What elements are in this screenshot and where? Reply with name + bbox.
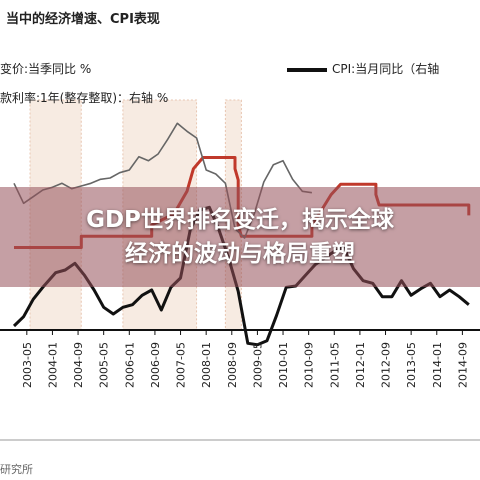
x-tick-label-2: 2004-09 xyxy=(72,342,85,388)
headline-line-1: GDP世界排名变迁，揭示全球 xyxy=(86,207,394,233)
legend-deposit-rate: 款利率:1年(整存整取)：右轴 % xyxy=(0,91,169,105)
x-tick-label-5: 2006-09 xyxy=(149,342,162,388)
x-tick-label-17: 2014-09 xyxy=(456,342,469,388)
x-tick-label-14: 2012-09 xyxy=(380,342,393,388)
x-tick-label-13: 2012-01 xyxy=(354,342,367,388)
series-line-0 xyxy=(12,205,470,347)
x-tick-label-15: 2013-05 xyxy=(405,342,418,388)
x-tick-label-12: 2011-05 xyxy=(328,342,341,388)
x-tick-labels: 2003-05 2004-01 2004-09 2005-05 2006-01 2006-… xyxy=(21,330,469,388)
x-tick-label-1: 2004-01 xyxy=(46,342,59,388)
x-tick-label-6: 2007-05 xyxy=(175,342,188,388)
x-tick-label-7: 2008-01 xyxy=(200,342,213,388)
legend-cpi: CPI:当月同比（右轴 xyxy=(332,62,440,76)
x-tick-label-0: 2003-05 xyxy=(21,342,34,388)
x-tick-label-9: 2009-05 xyxy=(251,342,264,388)
x-tick-label-4: 2006-01 xyxy=(123,342,136,388)
source-note: 研究所 xyxy=(0,463,33,476)
legend-gdp: 变价:当季同比 % xyxy=(0,62,92,76)
x-tick-label-11: 2010-09 xyxy=(303,342,316,388)
legend-cpi-swatch xyxy=(287,68,327,72)
x-tick-label-16: 2014-01 xyxy=(431,342,444,388)
x-tick-label-10: 2010-01 xyxy=(277,342,290,388)
x-axis xyxy=(0,329,480,441)
headline-banner: GDP世界排名变迁，揭示全球 经济的波动与格局重塑 xyxy=(0,187,480,287)
headline-line-2: 经济的波动与格局重塑 xyxy=(125,241,355,267)
x-tick-label-3: 2005-05 xyxy=(98,342,111,388)
x-tick-label-8: 2008-09 xyxy=(226,342,239,388)
chart-title: 当中的经济增速、CPI表现 xyxy=(6,12,160,27)
